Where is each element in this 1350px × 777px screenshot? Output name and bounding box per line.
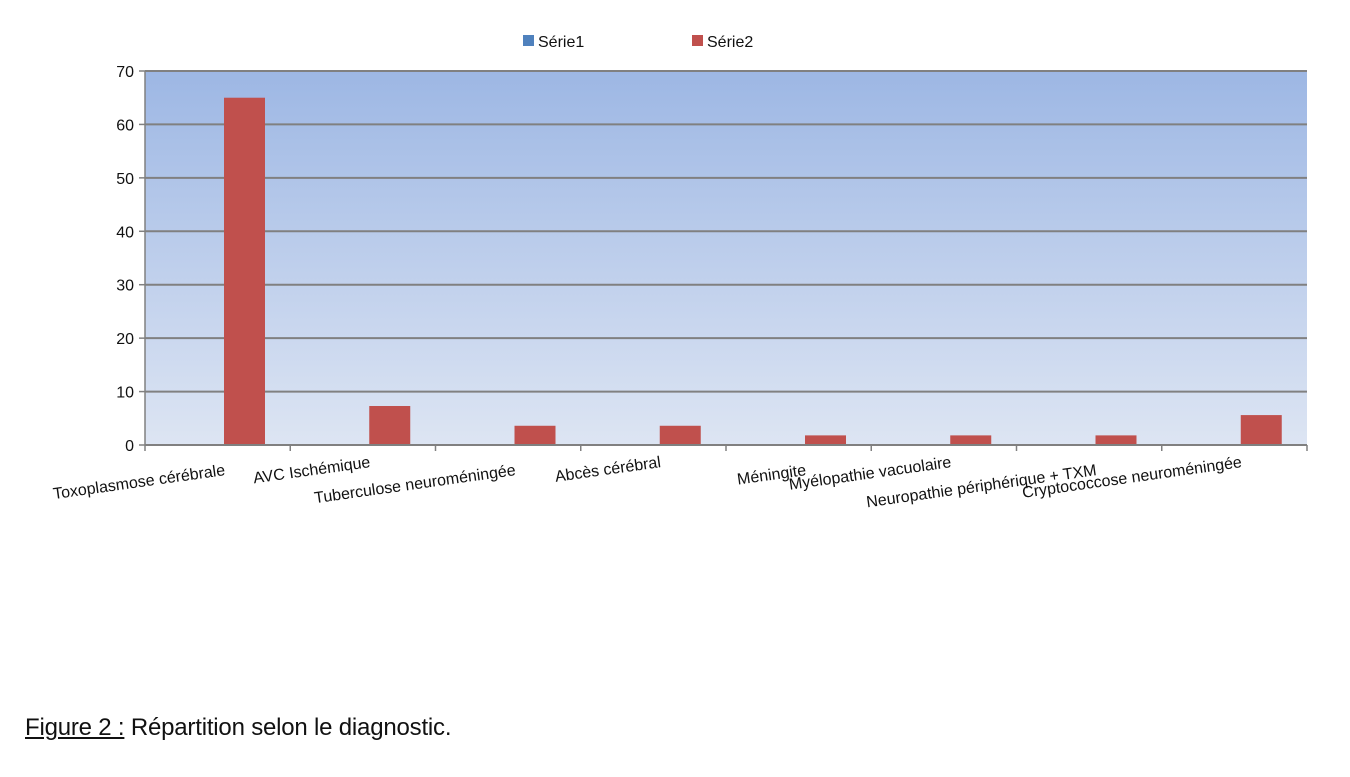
y-tick-label: 50 — [116, 171, 134, 188]
bar — [1095, 435, 1137, 445]
legend: Série1 Série2 — [523, 34, 753, 51]
y-tick-label: 10 — [116, 385, 134, 402]
gridlines — [139, 70, 1307, 446]
y-tick-labels: 0 10 20 30 40 50 60 70 — [116, 64, 134, 455]
y-tick-label: 30 — [116, 278, 134, 295]
legend-label: Série1 — [538, 34, 584, 51]
bar — [805, 435, 846, 445]
figure-caption: Figure 2 : Répartition selon le diagnost… — [25, 714, 452, 742]
caption-lead: Figure 2 : — [25, 714, 125, 741]
y-tick-label: 20 — [116, 331, 134, 348]
bar — [369, 405, 411, 445]
legend-swatch — [692, 35, 703, 46]
y-tick-label: 0 — [125, 438, 134, 455]
plot-area — [145, 71, 1307, 445]
caption-text: Répartition selon le diagnostic. — [124, 714, 452, 741]
bars — [224, 97, 1282, 445]
y-tick-label: 40 — [116, 224, 134, 241]
bar — [1240, 415, 1282, 445]
y-tick-label: 70 — [116, 64, 134, 81]
axes — [144, 71, 1308, 451]
legend-swatch — [523, 35, 534, 46]
x-tick-label: Toxoplasmose cérébrale — [52, 462, 226, 503]
x-tick-label: AVC Ischémique — [252, 454, 371, 487]
bar — [224, 97, 265, 445]
bar — [950, 435, 992, 445]
x-tick-label: Abcès cérébral — [554, 454, 662, 486]
y-tick-label: 60 — [116, 117, 134, 134]
bar — [659, 425, 701, 445]
x-tick-labels: Toxoplasmose cérébrale AVC IschémiqueTube… — [52, 454, 1243, 511]
bar — [514, 425, 556, 445]
bar-chart: 0 10 20 30 40 50 60 70 Toxoplasmose cérébrale AV… — [52, 34, 1308, 511]
legend-label: Série2 — [707, 34, 753, 51]
